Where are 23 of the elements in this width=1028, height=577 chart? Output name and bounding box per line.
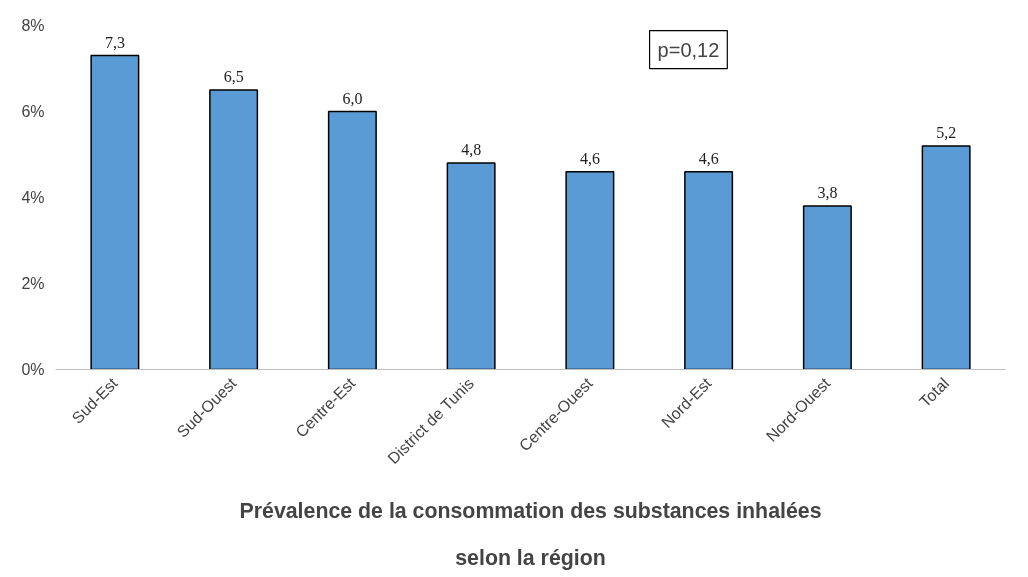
bar <box>327 110 377 370</box>
y-tick-label: 2% <box>21 275 45 292</box>
bar <box>90 54 140 370</box>
data-label: 6,0 <box>342 89 363 107</box>
y-tick-label: 6% <box>21 103 45 120</box>
bar <box>565 170 615 370</box>
data-label: 7,3 <box>104 33 125 51</box>
data-label: 4,6 <box>579 149 600 167</box>
y-tick-label: 4% <box>21 189 45 206</box>
y-tick-label: 0% <box>21 361 45 378</box>
bar <box>446 162 496 370</box>
data-label: 4,6 <box>698 149 719 167</box>
bar <box>921 145 971 370</box>
annotation: p=0,12 <box>657 38 720 61</box>
bar <box>209 89 259 370</box>
bar <box>802 205 852 370</box>
data-label: 6,5 <box>223 68 244 85</box>
data-label: 5,2 <box>936 123 957 141</box>
text: Prévalence de la consommation des substances inhalées selon la région <box>239 498 822 570</box>
data-label: 3,8 <box>817 184 838 202</box>
data-label: 4,8 <box>461 141 482 159</box>
bar <box>684 170 734 370</box>
y-tick-label: 8% <box>21 17 45 34</box>
